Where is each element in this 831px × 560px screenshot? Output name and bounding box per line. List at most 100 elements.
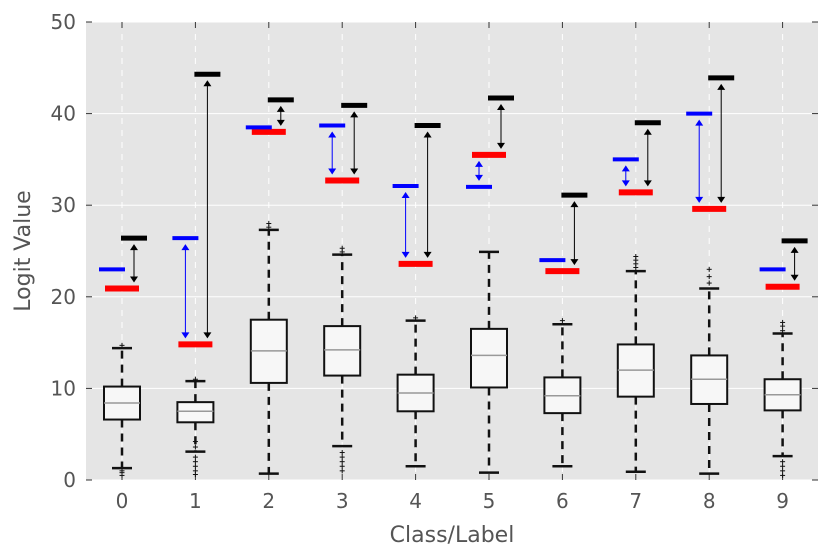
arrow-head bbox=[401, 191, 410, 198]
outlier-point bbox=[706, 274, 712, 280]
outlier-point bbox=[192, 454, 198, 460]
arrow-head bbox=[328, 131, 337, 138]
boxplot-class-2 bbox=[249, 228, 288, 475]
arrow-head bbox=[717, 196, 726, 203]
arrow-head bbox=[203, 80, 212, 87]
x-tick-label: 9 bbox=[776, 489, 789, 513]
arrow-head bbox=[497, 104, 505, 111]
x-tick-label: 7 bbox=[629, 489, 642, 513]
box-iqr bbox=[323, 325, 362, 377]
x-tick-label: 6 bbox=[556, 489, 569, 513]
arrow-head bbox=[475, 160, 483, 167]
axis-ticks bbox=[86, 21, 818, 481]
outlier-point bbox=[339, 463, 345, 469]
outlier-point bbox=[339, 450, 345, 456]
y-tick-label: 0 bbox=[63, 468, 76, 492]
arrow-head bbox=[130, 276, 138, 283]
x-tick-label: 2 bbox=[262, 489, 275, 513]
black-arrow bbox=[350, 111, 359, 175]
outlier-point bbox=[339, 459, 345, 465]
outlier-point bbox=[780, 319, 786, 325]
blue-arrow bbox=[328, 131, 337, 175]
arrow-head bbox=[328, 168, 337, 175]
boxplot-class-7 bbox=[616, 269, 655, 474]
x-axis-label: Class/Label bbox=[390, 523, 515, 548]
markers-layer bbox=[99, 71, 808, 348]
arrow-head bbox=[423, 251, 432, 258]
arrow-head bbox=[790, 246, 799, 253]
arrow-head bbox=[475, 174, 483, 181]
y-axis-label: Logit Value bbox=[11, 190, 36, 311]
y-tick-label: 20 bbox=[51, 285, 76, 309]
box-iqr bbox=[470, 327, 508, 389]
outlier-point bbox=[706, 280, 712, 286]
black-arrow bbox=[130, 244, 138, 283]
arrow-head bbox=[350, 111, 359, 118]
boxplot-class-0 bbox=[103, 346, 141, 470]
arrow-head bbox=[621, 180, 630, 187]
arrow-head bbox=[276, 105, 285, 112]
black-arrow bbox=[497, 104, 505, 149]
arrow-head bbox=[570, 201, 579, 208]
x-tick-label: 4 bbox=[409, 489, 422, 513]
boxplot-class-3 bbox=[323, 253, 362, 448]
arrow-head bbox=[497, 142, 505, 149]
outlier-point bbox=[780, 328, 786, 334]
arrow-head bbox=[621, 165, 630, 172]
outlier-point bbox=[119, 342, 125, 348]
outlier-point bbox=[780, 459, 786, 465]
black-arrow bbox=[203, 80, 212, 339]
boxplot-class-9 bbox=[763, 332, 802, 458]
outlier-point bbox=[266, 221, 272, 227]
blue-arrow bbox=[475, 160, 483, 181]
outlier-point bbox=[192, 376, 198, 382]
black-arrow bbox=[423, 131, 432, 258]
arrow-head bbox=[130, 244, 138, 251]
y-tick-label: 30 bbox=[51, 193, 76, 217]
black-arrow bbox=[717, 83, 726, 203]
blue-arrow bbox=[621, 165, 630, 187]
x-tick-label: 1 bbox=[189, 489, 202, 513]
outlier-point bbox=[559, 318, 565, 324]
y-tick-label: 50 bbox=[51, 10, 76, 34]
arrow-head bbox=[643, 180, 652, 187]
x-tick-label: 5 bbox=[483, 489, 496, 513]
arrow-head bbox=[401, 251, 410, 258]
outlier-point bbox=[780, 468, 786, 474]
x-tick-label: 8 bbox=[703, 489, 716, 513]
outlier-point bbox=[119, 468, 125, 474]
boxplot-class-6 bbox=[543, 323, 582, 468]
outlier-point bbox=[192, 463, 198, 469]
outlier-point bbox=[633, 253, 639, 259]
boxplot-class-8 bbox=[690, 287, 729, 475]
arrow-head bbox=[181, 244, 190, 251]
boxplot-class-4 bbox=[396, 319, 435, 468]
outlier-point bbox=[339, 245, 345, 251]
arrow-head bbox=[695, 119, 704, 126]
arrow-head bbox=[181, 332, 190, 339]
arrow-head bbox=[570, 259, 579, 266]
outlier-point bbox=[780, 472, 786, 478]
arrow-head bbox=[276, 119, 285, 126]
y-tick-label: 10 bbox=[51, 376, 76, 400]
blue-arrow bbox=[695, 119, 704, 203]
arrow-head bbox=[717, 83, 726, 90]
boxplot-class-5 bbox=[470, 250, 508, 474]
x-tick-label: 0 bbox=[116, 489, 129, 513]
outlier-point bbox=[780, 463, 786, 469]
arrow-head bbox=[790, 274, 799, 281]
boxplot-class-1 bbox=[176, 379, 215, 453]
black-arrow bbox=[276, 105, 285, 126]
outlier-point bbox=[192, 439, 198, 445]
outlier-point bbox=[339, 454, 345, 460]
black-arrow bbox=[790, 246, 799, 281]
black-arrow bbox=[643, 128, 652, 187]
y-tick-label: 40 bbox=[51, 102, 76, 126]
outlier-point bbox=[192, 468, 198, 474]
blue-arrow bbox=[181, 244, 190, 339]
outlier-point bbox=[413, 315, 419, 321]
outlier-point bbox=[192, 444, 198, 450]
labels-layer: 0 10 20 30 40 50 0 1 2 3 4 5 6 7 8 9 bbox=[51, 10, 789, 513]
box-iqr bbox=[176, 401, 215, 424]
